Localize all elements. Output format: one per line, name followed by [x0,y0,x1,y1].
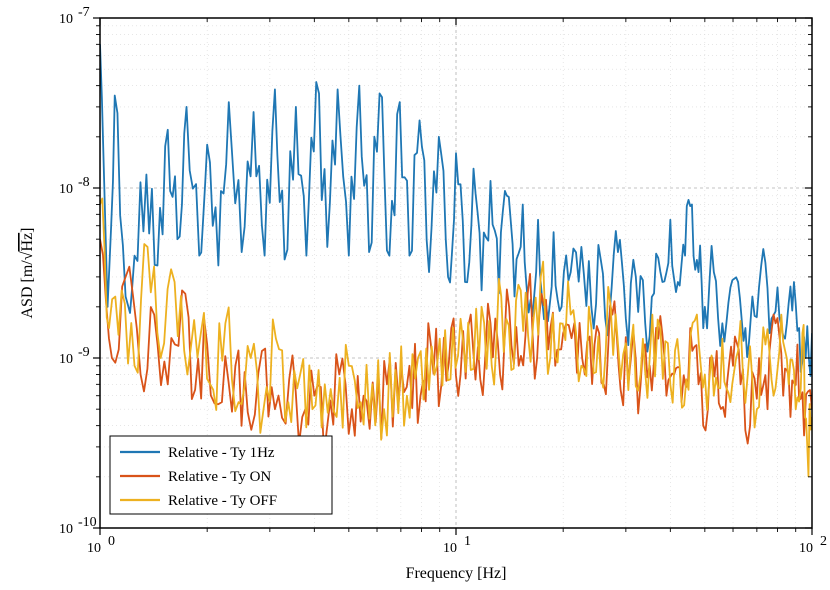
svg-text:-7: -7 [78,5,90,20]
chart-svg: 10 0 10 1 10 2 10 -10 10 -9 10 -8 10 -7 Frequency [Hz]… [0,0,830,590]
svg-text:1: 1 [464,534,471,549]
svg-text:10: 10 [87,541,101,556]
svg-text:10: 10 [59,182,73,197]
svg-text:0: 0 [108,534,115,549]
spectrum-chart: 10 0 10 1 10 2 10 -10 10 -9 10 -8 10 -7 Frequency [Hz]… [0,0,830,590]
svg-text:10: 10 [59,12,73,27]
svg-text:10: 10 [799,541,813,556]
svg-text:2: 2 [820,534,827,549]
svg-text:10: 10 [59,522,73,537]
svg-text:-9: -9 [78,345,90,360]
y-axis-label: ASD [m/√Hz] [19,228,36,319]
svg-text:10: 10 [443,541,457,556]
svg-text:-10: -10 [78,515,97,530]
legend-item-label: Relative - Ty ON [168,469,271,485]
svg-text:10: 10 [59,352,73,367]
legend-item-label: Relative - Ty 1Hz [168,445,275,461]
x-axis-label: Frequency [Hz] [406,565,507,582]
legend-item-label: Relative - Ty OFF [168,493,277,509]
svg-text:-8: -8 [78,175,90,190]
